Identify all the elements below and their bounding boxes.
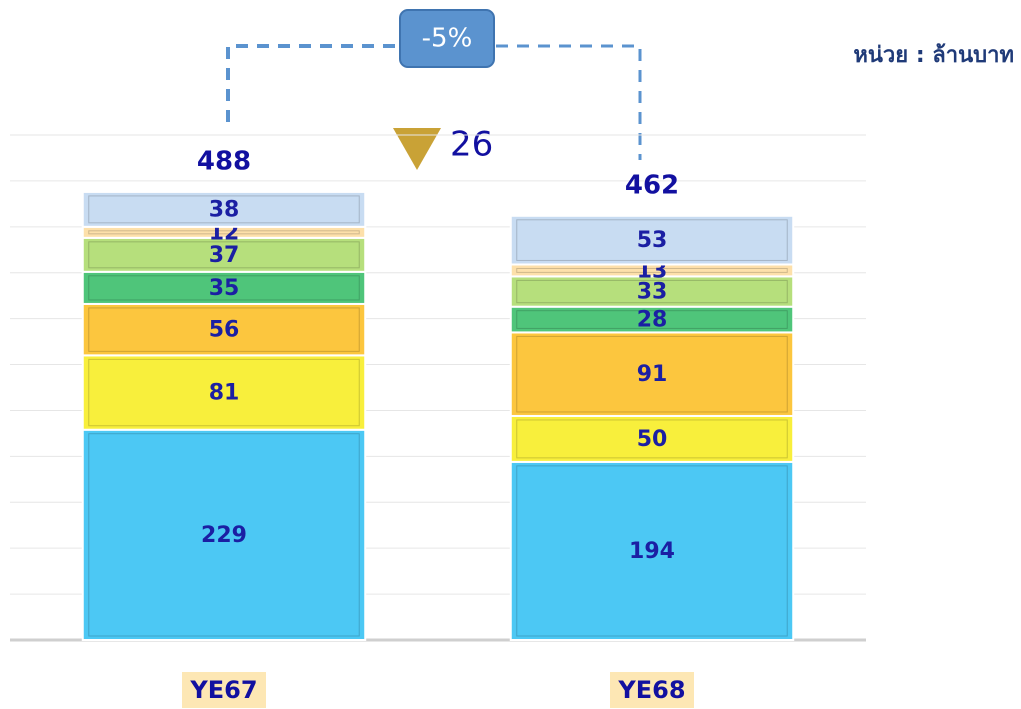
bar-bevel	[516, 310, 788, 329]
unit-label: หน่วย : ล้านบาท	[853, 43, 1014, 68]
segment-label: 229	[201, 523, 247, 548]
change-bracket	[226, 44, 642, 160]
segment-label: 35	[209, 276, 240, 301]
bar-segment	[81, 302, 367, 357]
segment-label: 194	[629, 539, 675, 564]
total-label: 462	[625, 170, 679, 200]
segment-label: 37	[209, 243, 240, 268]
category-background	[182, 672, 266, 708]
bar-segment	[81, 236, 367, 273]
bar-segment	[81, 190, 367, 228]
bar-segment	[81, 270, 367, 305]
bar-segment	[81, 428, 367, 641]
bar-segment	[509, 214, 795, 266]
segment-label: 28	[637, 308, 668, 333]
bar-bevel	[88, 195, 360, 224]
bar-bevel	[516, 465, 788, 637]
bar-bevel	[516, 279, 788, 304]
total-label: 488	[197, 146, 251, 176]
change-value: 26	[450, 125, 493, 165]
segment-label: 56	[209, 318, 240, 343]
bar-bevel	[88, 358, 360, 427]
bar-segment	[509, 275, 795, 308]
segment-label: 50	[637, 427, 668, 452]
segment-label: 38	[209, 197, 240, 222]
x-tick-label: YE67	[189, 676, 257, 704]
segment-label: 91	[637, 362, 668, 387]
bar-bevel	[88, 307, 360, 352]
change-percent: -5%	[422, 24, 473, 54]
bar-bevel	[516, 335, 788, 413]
bar-segment	[509, 305, 795, 334]
x-tick-label: YE68	[617, 676, 685, 704]
bar-bevel	[88, 433, 360, 637]
bar-segment	[509, 460, 795, 642]
bar-bevel	[88, 275, 360, 301]
bar-bevel	[88, 230, 360, 235]
bar-bevel	[516, 219, 788, 261]
change-box	[399, 9, 495, 68]
bar-bevel	[516, 267, 788, 273]
segment-label: 81	[209, 381, 240, 406]
segment-label: 33	[637, 280, 668, 305]
category-background	[610, 672, 694, 708]
bracket-left	[226, 44, 400, 122]
segment-label: 53	[637, 228, 668, 253]
bar-bevel	[88, 241, 360, 269]
down-triangle	[393, 128, 441, 170]
bar-segment	[81, 354, 367, 431]
bracket-right	[496, 44, 642, 160]
bar-segment	[509, 414, 795, 463]
bar-bevel	[516, 419, 788, 459]
